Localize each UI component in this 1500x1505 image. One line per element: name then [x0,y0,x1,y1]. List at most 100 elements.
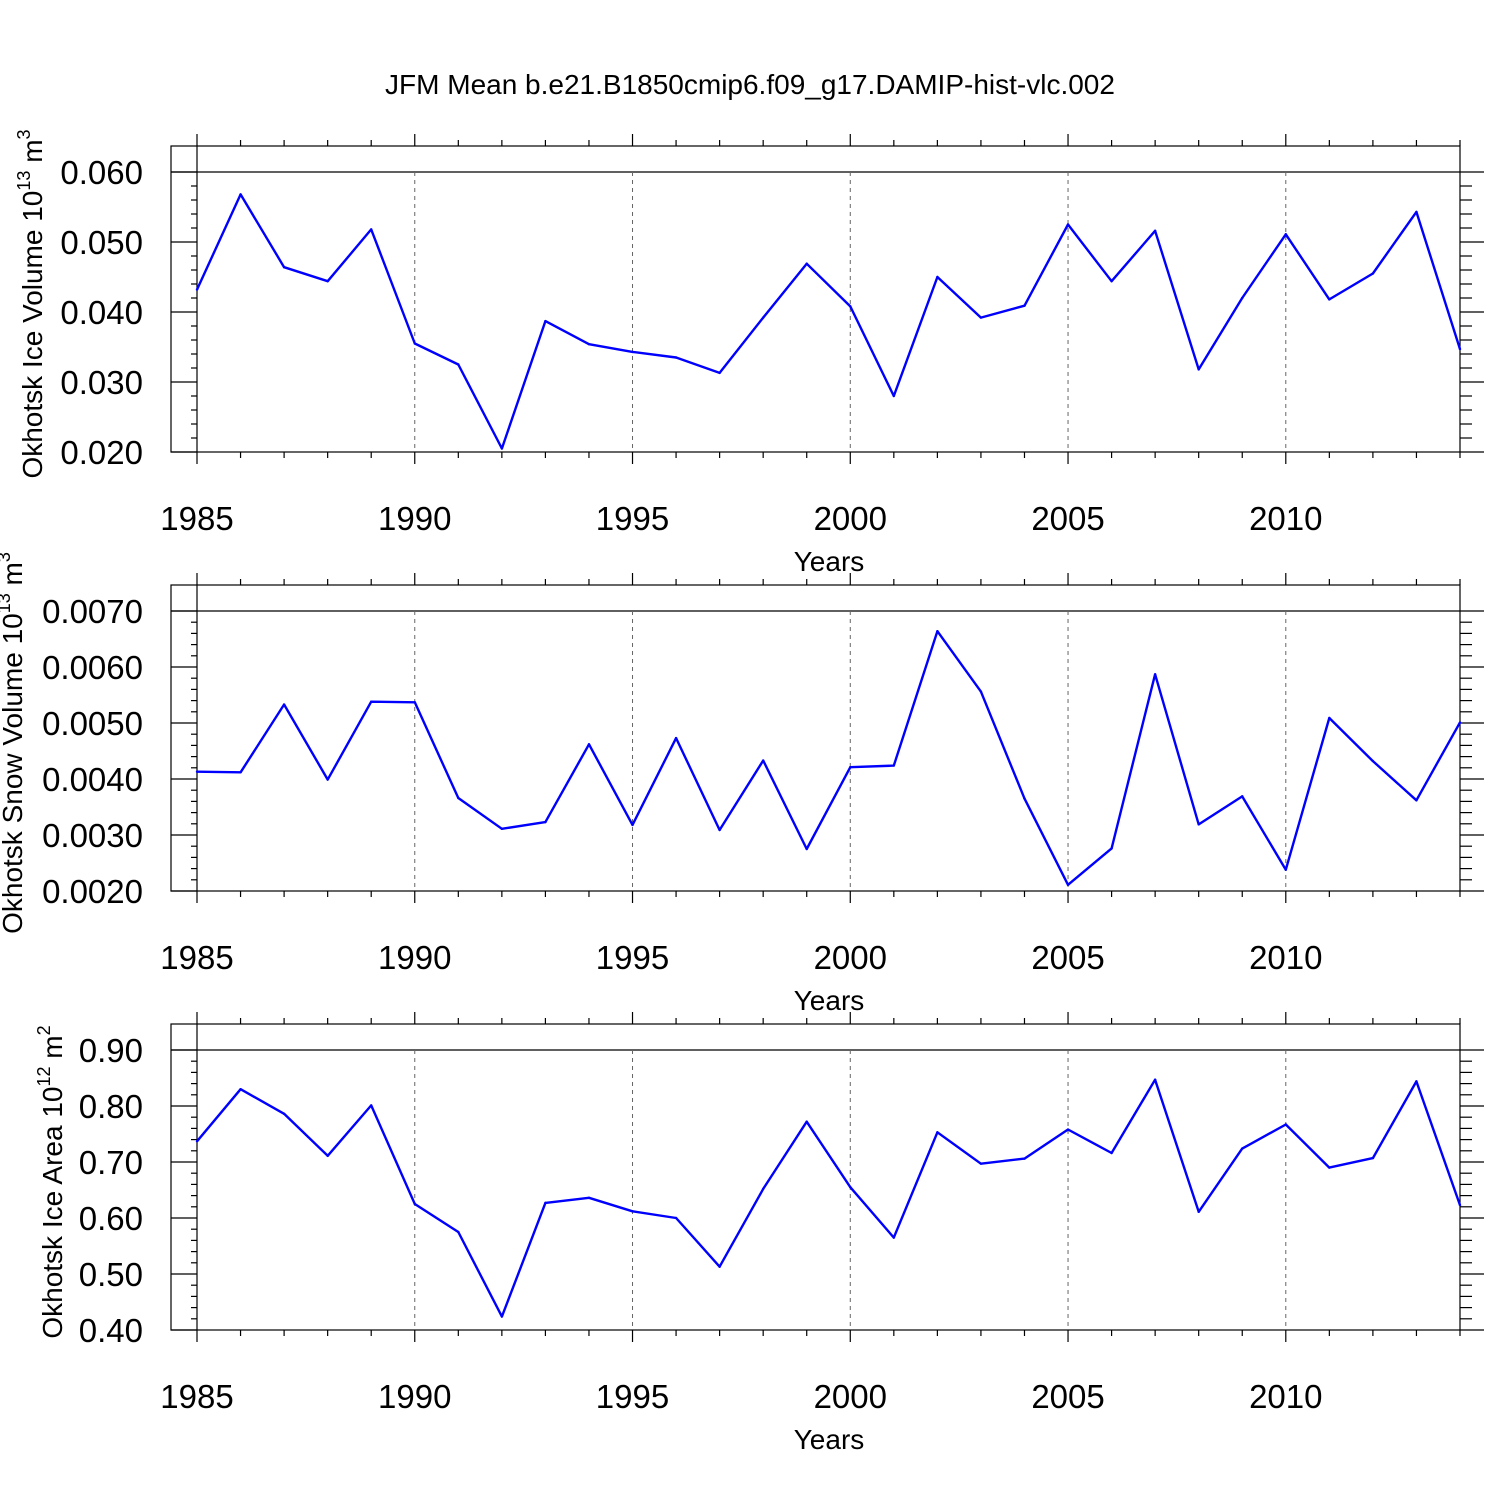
x-tick-label: 1985 [160,1378,233,1415]
x-tick-label: 1990 [378,939,451,976]
data-point [195,1140,199,1143]
x-tick-label: 1990 [378,500,451,537]
y-tick-label: 0.50 [79,1256,143,1293]
data-point [544,1201,547,1205]
data-point [1197,823,1200,826]
data-point [1023,1157,1026,1160]
data-point [1241,296,1244,300]
x-tick-label: 2010 [1249,1378,1322,1415]
data-point [718,828,721,832]
data-series-line [196,630,1462,886]
data-point [892,1236,896,1239]
data-point [805,1120,808,1123]
data-series-line [195,193,1462,450]
data-point [805,262,808,265]
data-point [370,700,373,703]
data-point [195,770,199,773]
x-tick-label: 2000 [814,939,887,976]
y-axis-label: Okhotsk Ice Volume 1013 m3 [14,129,48,478]
data-point [1328,1166,1331,1169]
data-point [1110,280,1113,283]
y-tick-label: 0.0060 [42,649,143,686]
data-point [1110,847,1113,850]
y-tick-label: 0.90 [79,1032,143,1069]
y-tick-label: 0.060 [60,154,143,191]
data-point [457,1230,460,1234]
data-point [370,1104,373,1107]
data-point [1241,795,1244,798]
x-tick-label: 1985 [160,500,233,537]
y-tick-label: 0.050 [60,224,143,261]
data-point [1023,304,1026,307]
data-point [1023,797,1026,800]
data-point [1110,1151,1113,1155]
x-tick-label: 1990 [378,1378,451,1415]
x-tick-label: 2005 [1031,939,1104,976]
data-point [1153,673,1157,676]
data-point [413,701,416,704]
data-point [1458,347,1462,351]
y-tick-label: 0.70 [79,1144,143,1181]
x-tick-label: 2000 [814,1378,887,1415]
data-point [1458,721,1462,724]
x-tick-label: 2010 [1249,500,1322,537]
panel-1: 1985 1990 1995 2000 2005 2010 0.020 0.030 0.040 0… [14,129,1484,577]
data-point [1415,799,1418,802]
x-tick-label: 1995 [596,500,669,537]
data-point [674,736,678,740]
data-point [587,1196,591,1200]
data-point [239,193,242,196]
data-point [1371,759,1375,763]
x-tick-label: 2005 [1031,500,1104,537]
data-point [849,305,852,308]
data-point [1153,1078,1157,1081]
x-axis-label: Years [794,1424,865,1455]
data-point [370,228,373,231]
data-point [282,266,286,269]
data-point [936,1131,939,1134]
plot-frame [170,145,1461,453]
data-point [979,316,983,319]
data-point [326,778,329,781]
data-point [282,703,286,706]
data-point [1371,1156,1375,1160]
x-tick-label: 1995 [596,1378,669,1415]
data-point [195,288,199,291]
y-tick-label: 0.040 [60,294,143,331]
data-point [761,316,765,319]
data-series-line [196,1078,1462,1318]
plot-frame [170,584,1461,892]
data-point [1241,1147,1244,1150]
data-point [413,342,416,345]
y-tick-label: 0.0030 [42,817,143,854]
panel-3: 1985 1990 1995 2000 2005 2010 0.40 0.50 0.60 0.70… [34,1012,1484,1455]
y-tick-label: 0.80 [79,1088,143,1125]
data-point [1066,223,1070,226]
data-point [718,1265,721,1268]
data-point [979,1162,983,1165]
data-point [631,1210,634,1213]
data-point [587,743,591,746]
data-point [1415,1080,1418,1083]
x-axis-label: Years [794,985,865,1016]
x-axis-label: Years [794,546,865,577]
data-point [239,1088,242,1091]
data-point [1066,883,1070,887]
data-point [892,394,896,398]
x-tick-label: 1995 [596,939,669,976]
plot-frame [170,1023,1461,1331]
data-point [1284,868,1287,871]
data-point [326,280,329,283]
data-point [936,275,939,279]
x-tick-label: 2010 [1249,939,1322,976]
data-point [674,356,678,359]
data-point [239,771,242,774]
data-point [1066,1128,1070,1131]
data-point [1371,272,1375,275]
data-point [500,447,504,450]
y-tick-label: 0.0050 [42,705,143,742]
data-point [457,796,460,800]
data-point [631,823,634,827]
